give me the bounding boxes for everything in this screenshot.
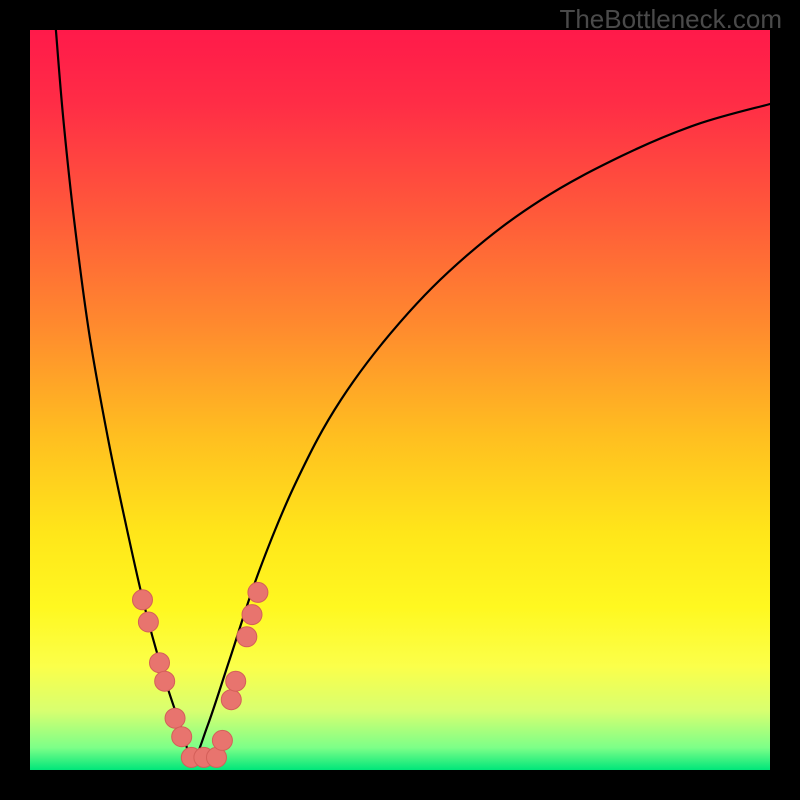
bottleneck-curve	[30, 30, 770, 770]
data-marker	[138, 612, 158, 632]
data-marker	[237, 627, 257, 647]
data-marker	[212, 730, 232, 750]
chart-root: TheBottleneck.com	[0, 0, 800, 800]
data-marker	[155, 671, 175, 691]
curve-path	[56, 30, 770, 759]
data-marker	[132, 590, 152, 610]
watermark-text: TheBottleneck.com	[559, 4, 782, 35]
marker-group	[132, 582, 267, 767]
data-marker	[242, 605, 262, 625]
data-marker	[248, 582, 268, 602]
plot-area	[30, 30, 770, 770]
data-marker	[221, 690, 241, 710]
data-marker	[165, 708, 185, 728]
data-marker	[150, 653, 170, 673]
data-marker	[226, 671, 246, 691]
data-marker	[172, 727, 192, 747]
